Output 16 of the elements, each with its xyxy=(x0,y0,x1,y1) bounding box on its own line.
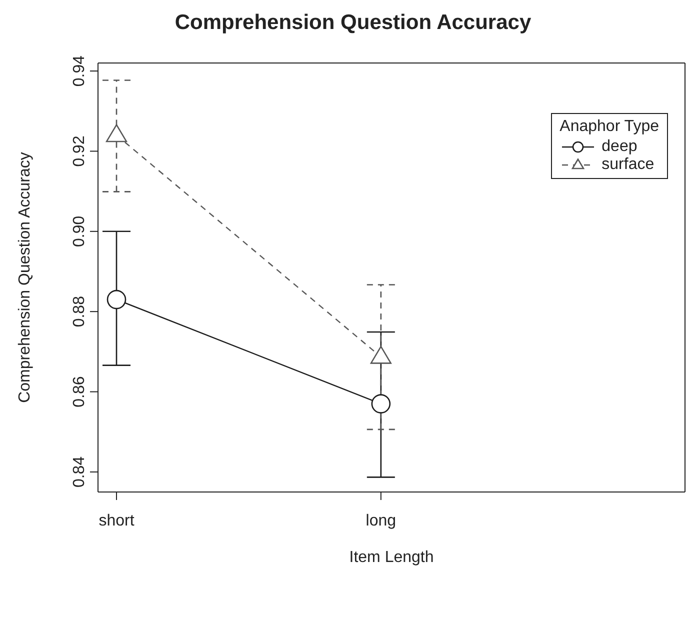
x-axis-title: Item Length xyxy=(349,549,434,566)
x-tick-label: long xyxy=(366,512,396,530)
y-tick-label: 0.90 xyxy=(71,216,88,247)
y-tick-label: 0.92 xyxy=(71,136,88,167)
y-tick-label: 0.94 xyxy=(71,55,88,87)
chart-title: Comprehension Question Accuracy xyxy=(174,10,532,36)
point xyxy=(371,394,391,414)
y-tick-label: 0.88 xyxy=(71,296,88,328)
y-axis-title: Comprehension Question Accuracy xyxy=(16,152,34,403)
x-tick-label: short xyxy=(98,512,135,530)
point xyxy=(106,290,126,310)
y-tick-label: 0.84 xyxy=(71,456,88,488)
legend-label: deep xyxy=(602,138,638,156)
legend-label: surface xyxy=(602,156,654,174)
legend-title: Anaphor Type xyxy=(560,118,659,136)
y-tick-label: 0.86 xyxy=(71,376,88,408)
